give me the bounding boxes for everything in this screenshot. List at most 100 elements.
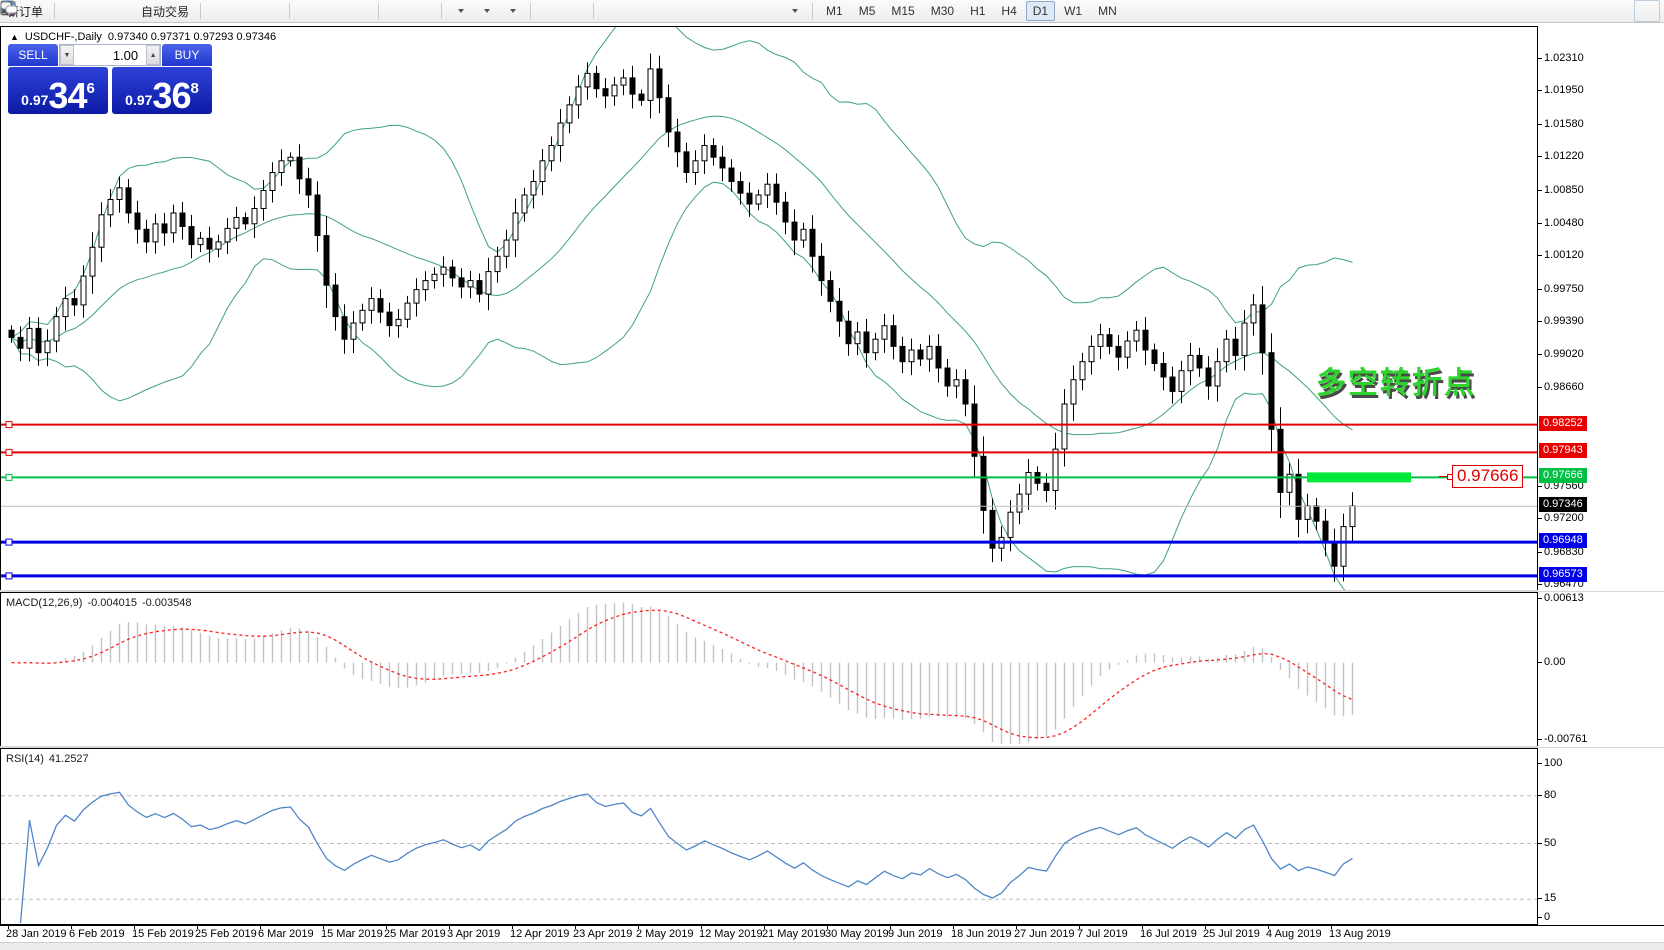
bar-chart-button[interactable] [1, 0, 232, 22]
volume-decrease-button[interactable]: ▼ [60, 45, 74, 65]
tile-windows-button[interactable] [0, 0, 373, 22]
line-anchor-marker[interactable] [5, 421, 13, 429]
bear-candle [935, 345, 942, 369]
date-tick-label: 2 May 2019 [636, 928, 694, 940]
line-anchor-marker[interactable] [5, 572, 13, 580]
bear-candle [710, 145, 717, 158]
toolbar-separator [593, 3, 595, 19]
dropdown-caret [510, 9, 517, 13]
charts-button[interactable] [0, 0, 86, 22]
dropdown-caret [484, 9, 491, 13]
timeframe-D1[interactable]: D1 [1025, 1, 1056, 21]
bear-candle [638, 93, 645, 101]
arrows-button[interactable] [2, 0, 807, 22]
auto-scroll-button[interactable] [1, 0, 410, 22]
timeframe-M30[interactable]: M30 [930, 4, 955, 18]
cursor-button[interactable] [4, 0, 562, 22]
bear-candle [179, 212, 186, 227]
template-button[interactable] [0, 0, 525, 22]
bear-candle [1322, 520, 1329, 543]
bear-candle [845, 320, 852, 345]
add-indicator-button[interactable] [0, 0, 473, 22]
volume-input[interactable] [73, 45, 147, 65]
trendline-button[interactable] [1, 0, 677, 22]
bear-candle [305, 178, 312, 196]
panel-splitter[interactable] [0, 590, 1664, 592]
bull-candle [1088, 345, 1095, 363]
macd-panel[interactable] [0, 592, 1538, 747]
bull-candle [548, 145, 555, 162]
crosshair-button[interactable] [1, 0, 588, 22]
buy-button[interactable]: BUY [162, 44, 212, 66]
status-strip [0, 942, 1664, 950]
bear-candle [1331, 541, 1338, 567]
vertical-line-button[interactable] [7, 0, 625, 22]
autotrading-button[interactable]: 自动交易 [0, 0, 195, 22]
bull-candle [1061, 403, 1068, 450]
bear-candle [818, 255, 825, 282]
chat-button[interactable] [0, 0, 1660, 22]
timeframe-M1[interactable]: M1 [826, 4, 843, 18]
level-price-tag[interactable]: 0.97666 [1438, 465, 1524, 488]
price-tick-label: 1.01950 [1538, 84, 1584, 96]
date-axis[interactable]: 28 Jan 2019 6 Feb 2019 15 Feb 2019 25 Feb 2… [0, 925, 1664, 943]
bull-candle [1016, 493, 1023, 513]
candlestick-chart-button[interactable] [1, 0, 258, 22]
panel-splitter[interactable] [0, 746, 1664, 748]
horizontal-line-button[interactable] [1, 0, 651, 22]
text-label-button[interactable]: T [1, 0, 781, 22]
sell-price-button[interactable]: 0.97 34 6 [8, 67, 108, 114]
timeframe-H4[interactable]: H4 [1001, 4, 1017, 18]
volume-increase-button[interactable]: ▲ [146, 45, 160, 65]
line-chart-button[interactable] [1, 0, 284, 22]
timeframe-H1[interactable]: H1 [970, 4, 986, 18]
chart-annotation-text[interactable]: 多空转折点 [1316, 367, 1476, 400]
highlight-level-segment[interactable] [1307, 472, 1411, 483]
line-anchor-marker[interactable] [5, 538, 13, 546]
rsi-tick-label: 0 [1537, 911, 1551, 923]
chart-shift-button[interactable] [1, 0, 436, 22]
bear-candle [1205, 367, 1212, 387]
main-chart-panel[interactable] [0, 26, 1538, 591]
date-tick-mark [134, 926, 135, 929]
timeframe-M5[interactable]: M5 [858, 4, 876, 18]
text-button[interactable]: A [4, 0, 755, 22]
news-button[interactable] [0, 0, 138, 22]
bear-candle [917, 349, 924, 360]
equidistant-channel-button[interactable]: E [0, 0, 703, 22]
rsi-panel[interactable] [0, 748, 1538, 925]
timeframe-MN[interactable]: MN [1098, 4, 1117, 18]
date-tick-mark [1079, 926, 1080, 929]
bear-candle [1115, 345, 1122, 358]
bear-candle [989, 509, 996, 549]
rsi-axis[interactable]: 100 80 50 15 0 [1537, 748, 1664, 925]
macd-axis[interactable]: 0.00613 0.00 -0.00761 [1537, 592, 1664, 747]
buy-price-button[interactable]: 0.97 36 8 [112, 67, 212, 114]
timeframe-M15[interactable]: M15 [891, 4, 915, 18]
terminal-button[interactable] [0, 0, 112, 22]
bear-candle [980, 455, 987, 511]
bear-candle [206, 237, 213, 250]
periods-button[interactable] [0, 0, 499, 22]
date-tick-label: 25 Feb 2019 [195, 928, 257, 940]
price-axis[interactable]: 1.02310 1.01950 1.01580 1.01220 1.00850 1.004… [1538, 26, 1664, 591]
zoom-out-button[interactable] [1, 0, 347, 22]
line-anchor-marker[interactable] [5, 473, 13, 481]
timeframe-W1[interactable]: W1 [1064, 4, 1083, 18]
zoom-in-button[interactable] [1, 0, 321, 22]
search-button[interactable] [1, 0, 1634, 22]
bull-candle [1007, 511, 1014, 538]
price-tick-label: 1.01580 [1538, 118, 1584, 130]
bull-candle [764, 183, 771, 196]
line-anchor-marker[interactable] [5, 448, 13, 456]
bear-candle [1043, 482, 1050, 491]
bull-candle [233, 217, 240, 229]
bear-candle [1313, 505, 1320, 522]
bear-candle [323, 235, 330, 286]
fibonacci-button[interactable]: F [1, 0, 729, 22]
bear-candle [1295, 473, 1302, 520]
toolbar-separator [812, 3, 814, 19]
sell-button[interactable]: SELL [8, 44, 58, 66]
collapse-panel-icon[interactable]: ▲ [10, 32, 19, 42]
date-tick-mark [8, 926, 9, 929]
